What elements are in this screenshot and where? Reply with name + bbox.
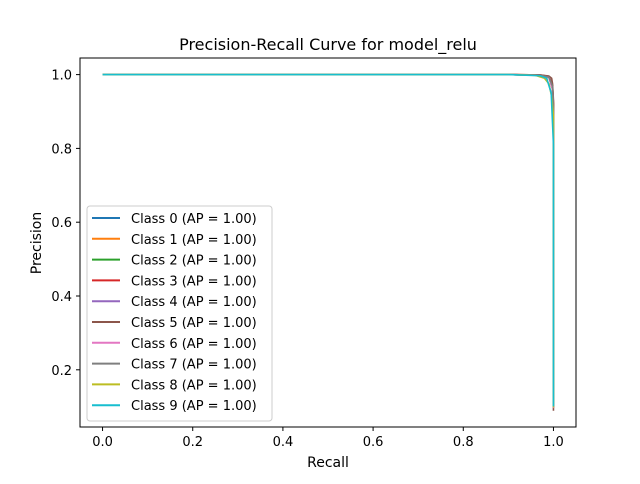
x-tick-label: 0.6 xyxy=(363,435,384,450)
y-tick-label: 0.2 xyxy=(51,364,72,379)
legend-label-class-7: Class 7 (AP = 1.00) xyxy=(131,358,257,373)
legend-label-class-0: Class 0 (AP = 1.00) xyxy=(131,212,257,227)
x-tick-label: 1.0 xyxy=(543,435,564,450)
y-tick-label: 0.8 xyxy=(51,142,72,157)
y-axis-label: Precision xyxy=(29,212,45,274)
y-tick-label: 0.6 xyxy=(51,216,72,231)
series-line-class-9 xyxy=(102,73,555,407)
legend-label-class-1: Class 1 (AP = 1.00) xyxy=(131,233,257,248)
axes-layer: 0.0 0.2 0.4 0.6 0.8 1.0 0.2 0.4 0.6 0.8 1.0 xyxy=(51,57,577,450)
legend-label-class-6: Class 6 (AP = 1.00) xyxy=(131,337,257,352)
legend-label-class-5: Class 5 (AP = 1.00) xyxy=(131,316,257,331)
x-tick-label: 0.0 xyxy=(92,435,113,450)
legend-label-class-3: Class 3 (AP = 1.00) xyxy=(131,274,257,289)
legend-label-class-8: Class 8 (AP = 1.00) xyxy=(131,378,257,393)
legend-label-class-4: Class 4 (AP = 1.00) xyxy=(131,295,257,310)
y-tick-label: 1.0 xyxy=(51,69,72,84)
legend-label-class-2: Class 2 (AP = 1.00) xyxy=(131,254,257,269)
x-tick-label: 0.8 xyxy=(453,435,474,450)
chart-title: Precision-Recall Curve for model_relu xyxy=(179,35,477,55)
legend-box xyxy=(86,205,273,422)
x-axis-label: Recall xyxy=(307,455,349,471)
legend-label-class-9: Class 9 (AP = 1.00) xyxy=(131,399,257,414)
plot-layer xyxy=(102,73,555,411)
plot-frame xyxy=(79,57,577,428)
legend: Class 0 (AP = 1.00) Class 1 (AP = 1.00) Cl… xyxy=(86,205,273,422)
x-tick-label: 0.4 xyxy=(273,435,294,450)
x-tick-label: 0.2 xyxy=(182,435,203,450)
y-tick-label: 0.4 xyxy=(51,290,72,305)
